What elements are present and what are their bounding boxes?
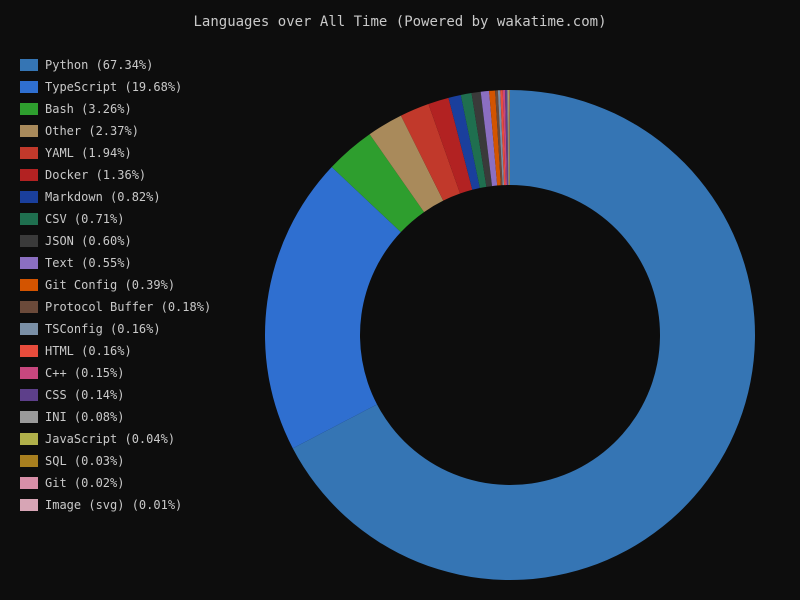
legend-swatch	[20, 169, 38, 181]
legend-item: JSON (0.60%)	[20, 230, 211, 252]
legend-label: Python (67.34%)	[45, 58, 153, 72]
legend-swatch	[20, 367, 38, 379]
legend-swatch	[20, 323, 38, 335]
legend-swatch	[20, 147, 38, 159]
legend-swatch	[20, 279, 38, 291]
legend-item: Python (67.34%)	[20, 54, 211, 76]
legend-label: Other (2.37%)	[45, 124, 139, 138]
legend-swatch	[20, 389, 38, 401]
legend-swatch	[20, 191, 38, 203]
legend-label: YAML (1.94%)	[45, 146, 132, 160]
legend-item: C++ (0.15%)	[20, 362, 211, 384]
chart-title: Languages over All Time (Powered by waka…	[0, 14, 800, 30]
legend-label: Git Config (0.39%)	[45, 278, 175, 292]
legend-label: Bash (3.26%)	[45, 102, 132, 116]
legend-label: Image (svg) (0.01%)	[45, 498, 182, 512]
legend-swatch	[20, 345, 38, 357]
legend-label: HTML (0.16%)	[45, 344, 132, 358]
legend-swatch	[20, 411, 38, 423]
legend-swatch	[20, 59, 38, 71]
legend-item: Image (svg) (0.01%)	[20, 494, 211, 516]
legend-item: CSS (0.14%)	[20, 384, 211, 406]
legend-item: Text (0.55%)	[20, 252, 211, 274]
legend-swatch	[20, 499, 38, 511]
legend-item: Git (0.02%)	[20, 472, 211, 494]
legend-swatch	[20, 455, 38, 467]
legend-swatch	[20, 125, 38, 137]
legend-label: CSS (0.14%)	[45, 388, 124, 402]
legend-swatch	[20, 257, 38, 269]
legend-item: YAML (1.94%)	[20, 142, 211, 164]
legend-item: Markdown (0.82%)	[20, 186, 211, 208]
legend-item: SQL (0.03%)	[20, 450, 211, 472]
donut-chart	[265, 90, 755, 580]
legend-label: JSON (0.60%)	[45, 234, 132, 248]
legend-item: Docker (1.36%)	[20, 164, 211, 186]
chart-stage: Languages over All Time (Powered by waka…	[0, 0, 800, 600]
legend-item: HTML (0.16%)	[20, 340, 211, 362]
legend-label: Protocol Buffer (0.18%)	[45, 300, 211, 314]
legend-swatch	[20, 433, 38, 445]
legend-swatch	[20, 213, 38, 225]
legend-item: JavaScript (0.04%)	[20, 428, 211, 450]
legend-label: TSConfig (0.16%)	[45, 322, 161, 336]
legend-swatch	[20, 301, 38, 313]
legend: Python (67.34%) TypeScript (19.68%) Bash (…	[20, 54, 211, 516]
legend-item: Protocol Buffer (0.18%)	[20, 296, 211, 318]
legend-item: Other (2.37%)	[20, 120, 211, 142]
legend-label: Markdown (0.82%)	[45, 190, 161, 204]
legend-label: TypeScript (19.68%)	[45, 80, 182, 94]
legend-swatch	[20, 477, 38, 489]
legend-swatch	[20, 235, 38, 247]
legend-label: Text (0.55%)	[45, 256, 132, 270]
legend-label: Git (0.02%)	[45, 476, 124, 490]
legend-swatch	[20, 103, 38, 115]
legend-item: CSV (0.71%)	[20, 208, 211, 230]
legend-label: Docker (1.36%)	[45, 168, 146, 182]
legend-label: JavaScript (0.04%)	[45, 432, 175, 446]
legend-item: Git Config (0.39%)	[20, 274, 211, 296]
legend-item: INI (0.08%)	[20, 406, 211, 428]
legend-label: C++ (0.15%)	[45, 366, 124, 380]
legend-swatch	[20, 81, 38, 93]
legend-label: INI (0.08%)	[45, 410, 124, 424]
legend-item: TSConfig (0.16%)	[20, 318, 211, 340]
legend-item: Bash (3.26%)	[20, 98, 211, 120]
legend-label: CSV (0.71%)	[45, 212, 124, 226]
legend-item: TypeScript (19.68%)	[20, 76, 211, 98]
legend-label: SQL (0.03%)	[45, 454, 124, 468]
